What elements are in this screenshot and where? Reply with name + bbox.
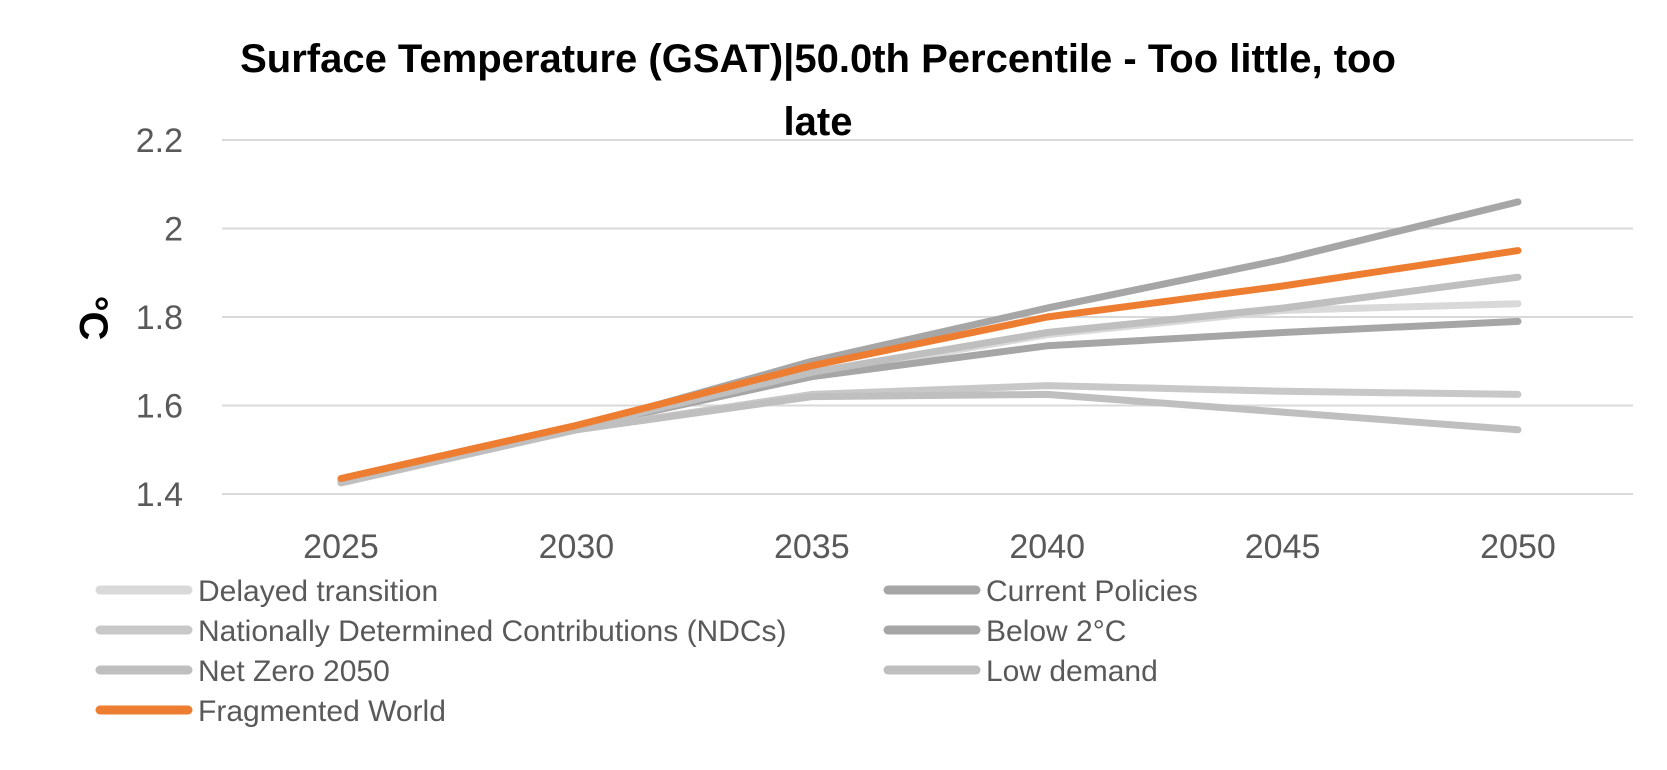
legend-item-low-demand: Low demand xyxy=(883,655,1158,688)
chart-title-line-1: Surface Temperature (GSAT)|50.0th Percen… xyxy=(240,37,1396,81)
y-tick-label: 2 xyxy=(164,211,183,249)
series-line-fragmented-world xyxy=(337,247,1522,482)
series-lines xyxy=(337,198,1522,487)
x-tick-label: 2030 xyxy=(539,528,615,566)
legend-item-fragmented-world: Fragmented World xyxy=(95,695,446,728)
y-tick-label: 1.4 xyxy=(136,476,183,514)
legend-label: Low demand xyxy=(986,655,1158,688)
legend-item-below-2-c: Below 2°C xyxy=(883,615,1126,648)
legend-label: Below 2°C xyxy=(986,615,1126,648)
x-tick-label: 2045 xyxy=(1245,528,1321,566)
gridlines xyxy=(222,139,1633,495)
legend-item-nationally-determined-contributions-ndcs: Nationally Determined Contributions (NDC… xyxy=(95,615,787,648)
legend-label: Net Zero 2050 xyxy=(198,655,390,688)
y-axis-ticks: 1.4 1.6 1.8 2 2.2 xyxy=(136,122,183,514)
x-tick-label: 2050 xyxy=(1480,528,1556,566)
legend-label: Current Policies xyxy=(986,575,1198,608)
x-tick-label: 2035 xyxy=(774,528,850,566)
legend-label: Nationally Determined Contributions (NDC… xyxy=(198,615,787,648)
legend-label: Fragmented World xyxy=(198,695,446,728)
chart-title-line-2: late xyxy=(784,100,853,144)
legend-label: Delayed transition xyxy=(198,575,438,608)
legend-item-delayed-transition: Delayed transition xyxy=(95,575,438,608)
y-tick-label: 2.2 xyxy=(136,122,183,160)
x-tick-label: 2025 xyxy=(303,528,379,566)
y-tick-label: 1.6 xyxy=(136,388,183,426)
y-axis-label: °C xyxy=(71,296,115,341)
legend-item-current-policies: Current Policies xyxy=(883,575,1198,608)
y-tick-label: 1.8 xyxy=(136,299,183,337)
series-line-current-policies xyxy=(337,317,1522,485)
x-axis-ticks: 2025 2030 2035 2040 2045 2050 xyxy=(303,528,1556,566)
legend: Delayed transition Current Policies Nation… xyxy=(95,575,1198,728)
legend-item-net-zero-2050: Net Zero 2050 xyxy=(95,655,390,688)
series-line-nationally-determined-contributions-ndcs xyxy=(337,382,1522,485)
x-tick-label: 2040 xyxy=(1009,528,1085,566)
